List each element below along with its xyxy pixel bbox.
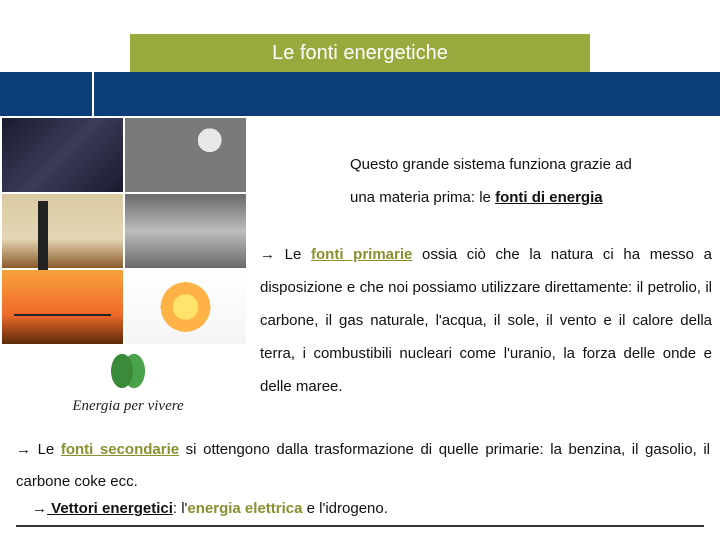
collage-sunflower-icon	[125, 270, 246, 344]
arrow-icon: →	[16, 441, 31, 458]
collage-city-icon	[2, 118, 123, 192]
vectors-line: → Vettori energetici: l'energia elettric…	[32, 500, 702, 517]
bottom-rule	[16, 525, 704, 527]
slide-title: Le fonti energetiche	[272, 42, 448, 65]
collage-caption-area: Energia per vivere	[28, 348, 228, 415]
primary-paragraph: → Le fonti primarie ossia ciò che la nat…	[260, 238, 712, 403]
collage-moon-icon	[125, 118, 246, 192]
collage-oilpump-icon	[2, 194, 123, 268]
collage-sunset-icon	[2, 270, 123, 344]
collage-powerplant-icon	[125, 194, 246, 268]
primary-post: ossia ciò che la natura ci ha messo a di…	[260, 246, 712, 395]
leaf-icon	[98, 348, 158, 394]
primary-olive: fonti primarie	[311, 246, 412, 263]
secondary-pre: Le	[31, 441, 61, 458]
slide-title-bar: Le fonti energetiche	[130, 34, 590, 72]
secondary-paragraph: → Le fonti secondarie si ottengono dalla…	[16, 434, 710, 497]
vectors-post: e l'idrogeno.	[302, 500, 387, 517]
header-band	[0, 72, 720, 116]
intro-line1: Questo grande sistema funziona grazie ad	[350, 156, 632, 173]
vectors-olive: energia elettrica	[187, 500, 302, 517]
arrow-icon: →	[260, 246, 275, 263]
vectors-label: Vettori energetici	[47, 500, 173, 517]
arrow-icon: →	[32, 500, 47, 517]
collage-caption: Energia per vivere	[28, 398, 228, 415]
intro-text: Questo grande sistema funziona grazie ad…	[350, 148, 710, 214]
primary-pre: Le	[275, 246, 311, 263]
header-band-divider	[92, 72, 94, 116]
intro-line2-bold: fonti di energia	[495, 189, 603, 206]
intro-line2-pre: una materia prima: le	[350, 189, 495, 206]
secondary-olive: fonti secondarie	[61, 441, 179, 458]
vectors-mid: : l'	[173, 500, 188, 517]
image-collage	[0, 116, 248, 346]
